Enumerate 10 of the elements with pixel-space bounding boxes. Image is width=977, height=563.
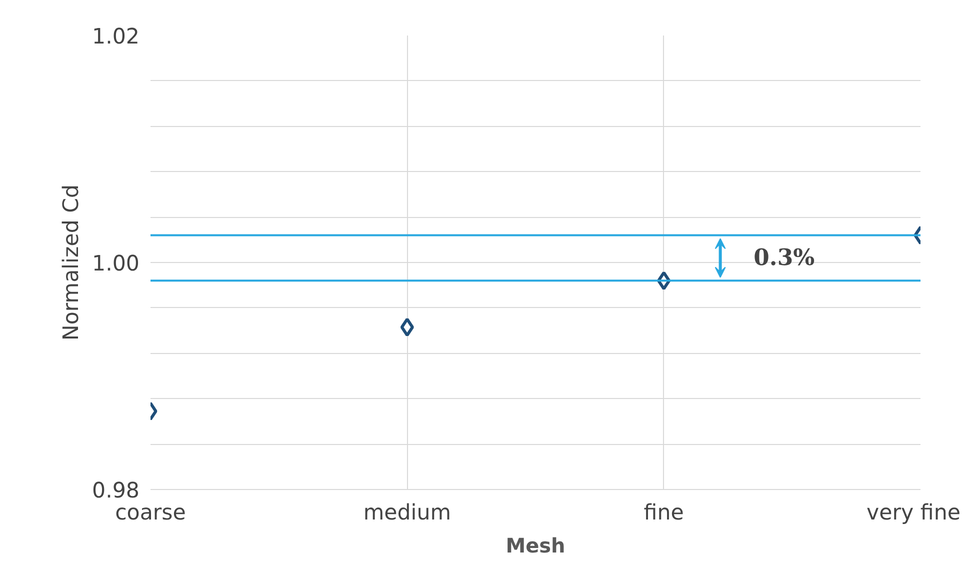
y-tick-label: 0.98 — [92, 478, 140, 504]
annotation: 0.3% — [754, 244, 815, 271]
text: 1.00 — [92, 252, 140, 276]
x-tick-label: medium — [363, 500, 451, 526]
y-axis-title: Normalized Cd — [59, 184, 84, 341]
x-tick-label: fine — [644, 500, 684, 526]
x-tick-label: coarse — [115, 500, 186, 526]
y-tick-label: 1.02 — [92, 24, 140, 50]
x-tick-label: very fine — [866, 500, 961, 526]
x-axis-title: Mesh — [506, 534, 566, 558]
